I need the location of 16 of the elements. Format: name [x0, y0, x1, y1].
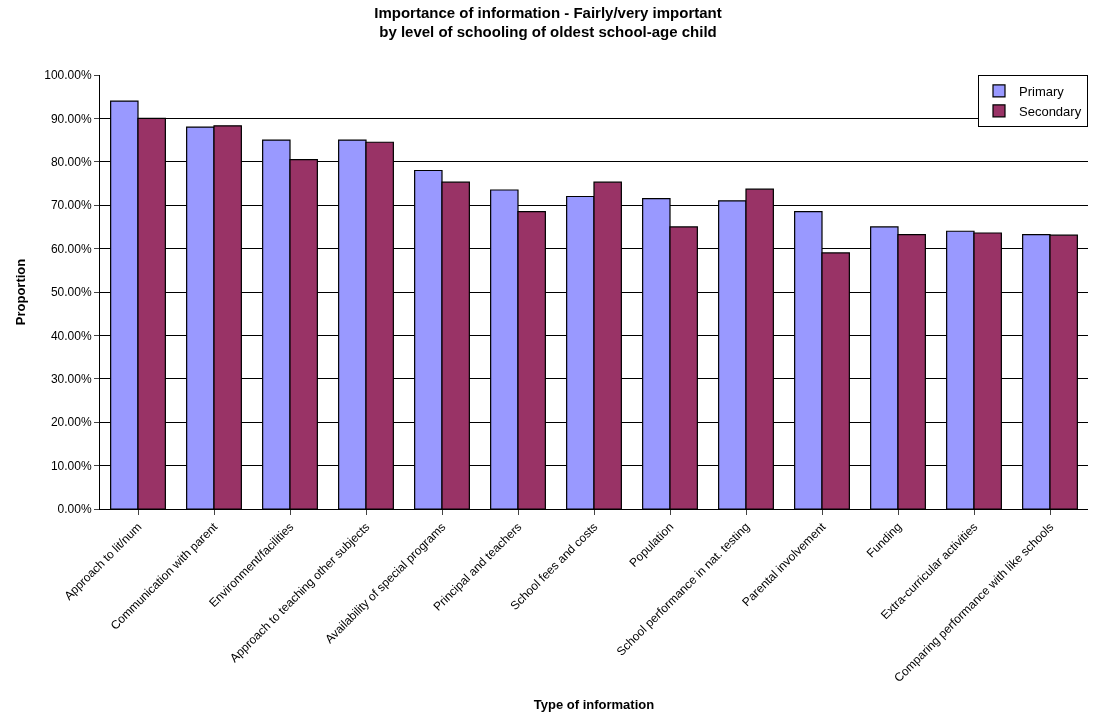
- y-tick-label: 80.00%: [50, 155, 92, 169]
- y-tick-label: 40.00%: [50, 328, 92, 343]
- y-tick-label: 20.00%: [50, 415, 92, 430]
- y-tick-label: 100.00%: [44, 68, 92, 83]
- y-tick-label: 30.00%: [50, 372, 92, 386]
- y-tick-label: 10.00%: [50, 458, 92, 473]
- chart-title: Importance of information - Fairly/very important by level of schooling of oldest school-age child: [374, 3, 722, 41]
- y-tick-label: 0.00%: [57, 502, 92, 517]
- y-tick-label: 90.00%: [50, 111, 92, 126]
- y-axis-title: Proportion: [13, 258, 29, 326]
- legend-label: Primary: [1019, 84, 1065, 100]
- y-tick-label: 60.00%: [50, 241, 92, 256]
- y-tick-label: 50.00%: [50, 285, 92, 300]
- x-axis-title: Type of information: [533, 696, 655, 712]
- y-tick-label: 70.00%: [50, 198, 92, 213]
- legend-label: Secondary: [1019, 103, 1082, 119]
